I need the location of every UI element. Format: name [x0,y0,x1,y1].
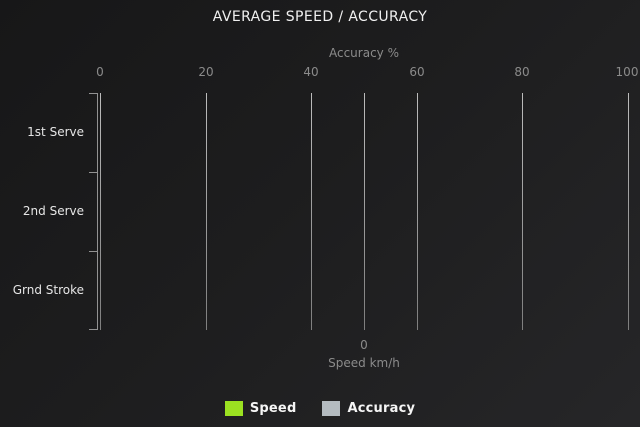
gridline [311,93,312,330]
top-axis-tick-60: 60 [409,65,425,79]
category-axis-tick [89,329,97,330]
category-label-2nd-serve: 2nd Serve [22,204,84,218]
category-axis-tick [89,172,97,173]
top-axis-tick-20: 20 [198,65,214,79]
accuracy-swatch-icon [322,400,341,416]
top-axis-tick-0: 0 [96,65,104,79]
category-axis-line [97,93,98,330]
legend-label-speed: Speed [249,400,297,416]
legend-label-accuracy: Accuracy [347,400,416,416]
gridline [417,93,418,330]
speed-swatch-icon [224,400,243,416]
legend: Speed Accuracy [0,396,640,420]
gridline [522,93,523,330]
legend-item-accuracy[interactable]: Accuracy [322,400,416,416]
top-axis-tick-100: 100 [615,65,639,79]
legend-item-speed[interactable]: Speed [224,400,297,416]
top-axis-tick-80: 80 [514,65,530,79]
bottom-axis-title: Speed km/h [328,356,400,370]
category-axis-tick [89,251,97,252]
gridline-speed-zero [364,93,365,330]
category-axis-tick [89,93,97,94]
gridline [628,93,629,330]
gridline [206,93,207,330]
chart-title: AVERAGE SPEED / ACCURACY [212,9,428,25]
top-axis-tick-40: 40 [303,65,319,79]
bottom-axis-tick-0: 0 [360,338,368,352]
gridline [100,93,101,330]
category-label-1st-serve: 1st Serve [27,125,84,139]
top-axis-title: Accuracy % [328,46,399,60]
category-label-grnd-stroke: Grnd Stroke [12,283,84,297]
